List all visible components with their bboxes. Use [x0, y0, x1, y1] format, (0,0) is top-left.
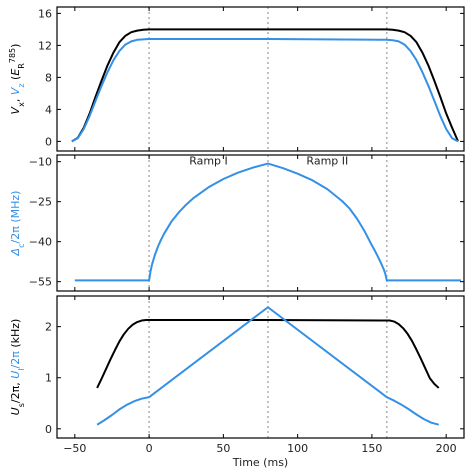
y-axis-title-middle: Δc/2π (MHz) — [9, 191, 26, 257]
x-tick-label: 200 — [436, 442, 457, 455]
y-label-part: x — [17, 102, 26, 107]
y-label-part: c — [17, 244, 26, 248]
x-tick-label: 0 — [146, 442, 153, 455]
marker-lines-top — [148, 7, 388, 151]
y-tick-label: −55 — [29, 276, 52, 289]
annotation-label: Ramp II — [306, 154, 348, 167]
series-line-blue — [74, 162, 462, 282]
y-label-part: Δ — [9, 248, 22, 257]
y-label-part: /2π (MHz) — [9, 191, 22, 244]
y-label-part: l — [17, 368, 26, 370]
y-label-part: V — [9, 105, 22, 114]
y-label-part: 785 — [8, 48, 17, 63]
plot-frame-bottom — [56, 295, 465, 439]
y-label-part: ) — [9, 44, 22, 48]
y-tick-label: 0 — [45, 135, 52, 148]
y-tick-label: −40 — [29, 236, 52, 249]
y-label-part: V — [9, 86, 22, 95]
plot-frame-top — [56, 6, 465, 152]
y-label-part: /2π — [9, 351, 22, 369]
y-tick-label: 2 — [45, 321, 52, 334]
y-tick-label: 16 — [38, 7, 52, 20]
panel-top: 0 4 8 12 16 Vx, Vz (ER785) — [8, 6, 465, 152]
y-tick-label: 12 — [38, 39, 52, 52]
y-label-part: U — [9, 371, 22, 379]
x-tick-label: 100 — [287, 442, 308, 455]
y-ticks-middle: −10 −25 −40 −55 — [29, 156, 464, 289]
series-line-blue — [96, 306, 440, 426]
annotations-middle: Ramp I Ramp II — [189, 154, 348, 167]
annotation-label: Ramp I — [189, 154, 228, 167]
x-ticks: −50 0 50 100 150 200 — [63, 7, 457, 455]
y-label-part: /2π, — [9, 379, 22, 403]
y-label-part: ( — [9, 76, 22, 84]
y-tick-label: −25 — [29, 196, 52, 209]
y-axis-title-top: Vx, Vz (ER785) — [8, 44, 26, 115]
y-label-part: , — [9, 95, 22, 102]
y-label-part: (kHz) — [9, 319, 22, 352]
series-line-blue — [71, 38, 459, 143]
plot-frame-middle — [56, 154, 465, 292]
y-label-part: E — [9, 69, 22, 76]
x-tick-label: 50 — [216, 442, 230, 455]
y-label-part: U — [9, 407, 22, 415]
marker-lines-middle — [148, 155, 388, 291]
panel-bottom: 0 1 2 Us/2π, Ul/2π (kHz) — [9, 295, 465, 439]
series-group-middle — [74, 162, 462, 282]
y-axis-title-bottom: Us/2π, Ul/2π (kHz) — [9, 319, 26, 416]
series-line-black — [71, 28, 459, 143]
x-tick-label: −50 — [63, 442, 86, 455]
y-tick-label: −10 — [29, 156, 52, 169]
y-label-part: R — [17, 63, 26, 69]
series-group-top — [71, 28, 459, 143]
y-tick-label: 4 — [45, 103, 52, 116]
series-group-bottom — [96, 306, 440, 426]
x-axis-title: Time (ms) — [232, 456, 288, 469]
y-ticks-bottom: 0 1 2 — [45, 321, 464, 436]
y-tick-label: 0 — [45, 423, 52, 436]
y-label-part: s — [17, 403, 26, 407]
x-tick-label: 150 — [361, 442, 382, 455]
y-label-part: z — [17, 83, 26, 87]
series-line-black — [96, 319, 440, 389]
y-ticks-top: 0 4 8 12 16 — [38, 7, 464, 148]
y-tick-label: 1 — [45, 372, 52, 385]
y-tick-label: 8 — [45, 71, 52, 84]
panel-middle: −10 −25 −40 −55 Δc/2π (MHz) Ramp I Ramp II — [9, 154, 465, 292]
marker-lines-bottom — [148, 296, 388, 438]
